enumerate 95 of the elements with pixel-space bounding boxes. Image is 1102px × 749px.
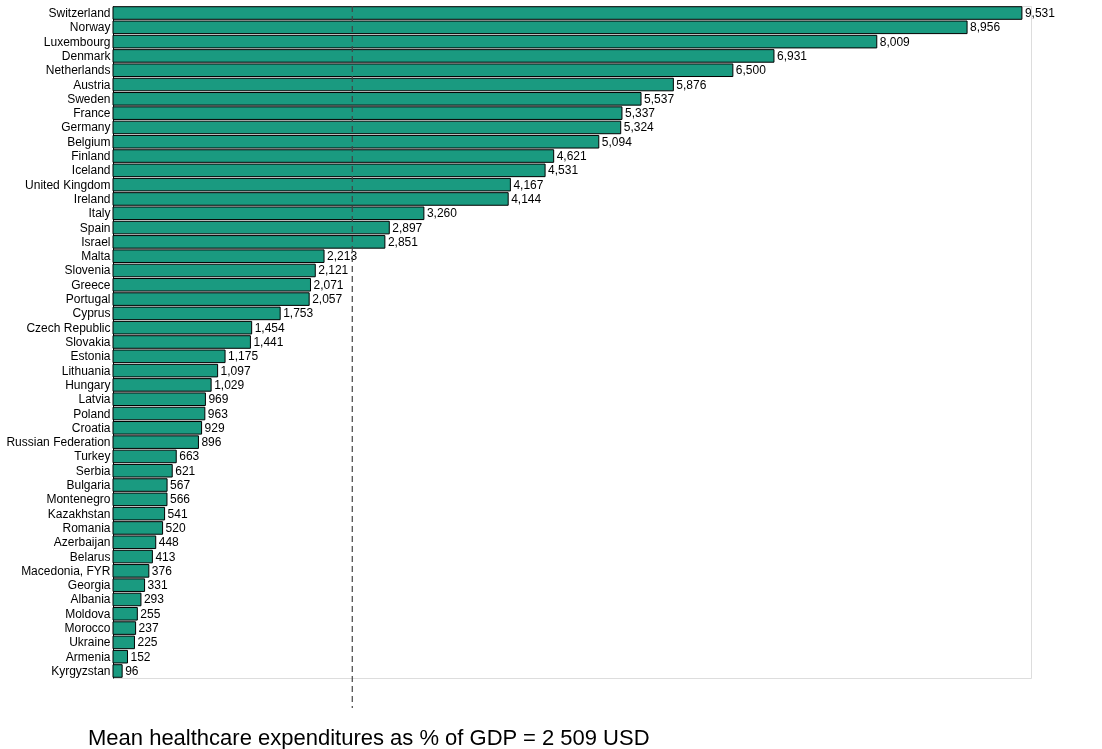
data-label: 293 (143, 592, 165, 607)
data-label: 896 (201, 435, 222, 450)
y-tick-label: Denmark (61, 48, 112, 63)
y-tick-label: Kazakhstan (47, 506, 111, 521)
data-label: 6,500 (735, 63, 767, 78)
data-label: 225 (137, 635, 158, 650)
y-tick-label: Georgia (67, 578, 111, 593)
data-label: 448 (158, 535, 180, 550)
y-tick-label: Switzerland (48, 6, 111, 21)
data-label: 2,213 (327, 249, 358, 264)
y-tick-label: Cyprus (72, 306, 111, 321)
data-label: 413 (155, 549, 176, 564)
y-tick-label: Croatia (71, 420, 111, 435)
data-label: 4,144 (511, 191, 542, 206)
y-tick-label: Belarus (69, 549, 111, 564)
y-tick-label: Norway (69, 20, 111, 35)
data-label: 4,167 (513, 177, 544, 192)
data-label: 963 (207, 406, 229, 421)
y-tick-label: Italy (88, 206, 111, 221)
data-label: 520 (165, 520, 186, 535)
data-label: 5,094 (601, 134, 633, 149)
data-label: 4,531 (548, 163, 579, 178)
y-tick-label: Malta (81, 249, 111, 264)
data-label: 4,621 (556, 149, 588, 164)
data-label: 566 (169, 492, 191, 507)
y-tick-label: Ukraine (69, 635, 111, 650)
y-tick-label: France (73, 106, 111, 121)
y-tick-label: Morocco (64, 621, 111, 636)
y-tick-label: Montenegro (46, 492, 111, 507)
data-label: 2,897 (392, 220, 423, 235)
data-label: 5,337 (624, 106, 656, 121)
y-tick-label: Sweden (67, 91, 111, 106)
y-tick-label: Bulgaria (66, 478, 111, 493)
y-tick-label: Greece (71, 277, 111, 292)
y-tick-label: Poland (73, 406, 111, 421)
y-tick-label: Israel (81, 234, 111, 249)
data-label: 376 (151, 563, 173, 578)
y-tick-label: Azerbaijan (53, 535, 111, 550)
data-label: 2,057 (312, 292, 343, 307)
y-tick-label: Netherlands (45, 63, 111, 78)
data-label: 152 (130, 649, 151, 664)
data-label: 5,876 (676, 77, 707, 92)
y-tick-label: Slovenia (64, 263, 111, 278)
data-label: 5,324 (623, 120, 655, 135)
data-label: 541 (167, 506, 188, 521)
y-tick-label: Spain (79, 220, 111, 235)
y-tick-label: Estonia (70, 349, 111, 364)
data-label: 969 (208, 392, 229, 407)
y-tick-label: Germany (61, 120, 111, 135)
y-tick-label: Kyrgyzstan (51, 663, 111, 678)
data-label: 929 (204, 420, 225, 435)
data-label: 8,009 (879, 34, 911, 49)
data-label: 331 (147, 578, 168, 593)
data-label: 1,753 (283, 306, 314, 321)
ref-line-label: Mean healthcare expenditures as % of GDP = 2 509 USD (88, 725, 650, 749)
data-label: 6,931 (776, 48, 808, 63)
y-tick-label: Romania (62, 520, 111, 535)
data-label: 8,956 (970, 20, 1001, 35)
data-label: 3,260 (426, 206, 458, 221)
data-label: 237 (138, 621, 159, 636)
data-label: 1,454 (254, 320, 286, 335)
data-label: 663 (179, 449, 200, 464)
data-label: 96 (125, 663, 139, 678)
y-tick-label: Belgium (67, 134, 111, 149)
y-tick-label: Ireland (73, 191, 111, 206)
data-label: 621 (175, 463, 196, 478)
y-tick-label: Austria (73, 77, 111, 92)
data-label: 2,851 (387, 234, 419, 249)
data-label: 2,121 (318, 263, 349, 278)
y-tick-label: United Kingdom (25, 177, 111, 192)
y-tick-label: Latvia (78, 392, 111, 407)
data-label: 1,441 (253, 335, 284, 349)
data-label: 2,071 (313, 277, 344, 292)
y-tick-label: Hungary (65, 377, 111, 392)
data-label: 255 (140, 606, 161, 621)
y-tick-label: Albania (70, 592, 111, 607)
data-label: 1,097 (220, 363, 251, 378)
data-label: 5,537 (644, 91, 675, 106)
y-tick-label: Macedonia, FYR (21, 563, 111, 578)
y-tick-label: Serbia (75, 463, 111, 478)
y-tick-label: Turkey (74, 449, 111, 464)
y-tick-label: Lithuania (61, 363, 111, 378)
y-tick-label: Portugal (65, 292, 111, 307)
data-label: 1,175 (228, 349, 259, 364)
y-tick-label: Iceland (71, 163, 111, 178)
data-label: 1,029 (214, 377, 245, 392)
y-tick-label: Slovakia (65, 335, 111, 349)
y-tick-label: Czech Republic (26, 320, 111, 335)
y-tick-label: Russian Federation (6, 435, 111, 450)
data-label: 9,531 (1024, 6, 1056, 21)
y-tick-label: Moldova (65, 606, 111, 621)
y-tick-label: Armenia (65, 649, 111, 664)
data-label: 567 (170, 478, 191, 493)
y-tick-label: Finland (71, 149, 111, 164)
y-tick-label: Luxembourg (43, 34, 111, 49)
